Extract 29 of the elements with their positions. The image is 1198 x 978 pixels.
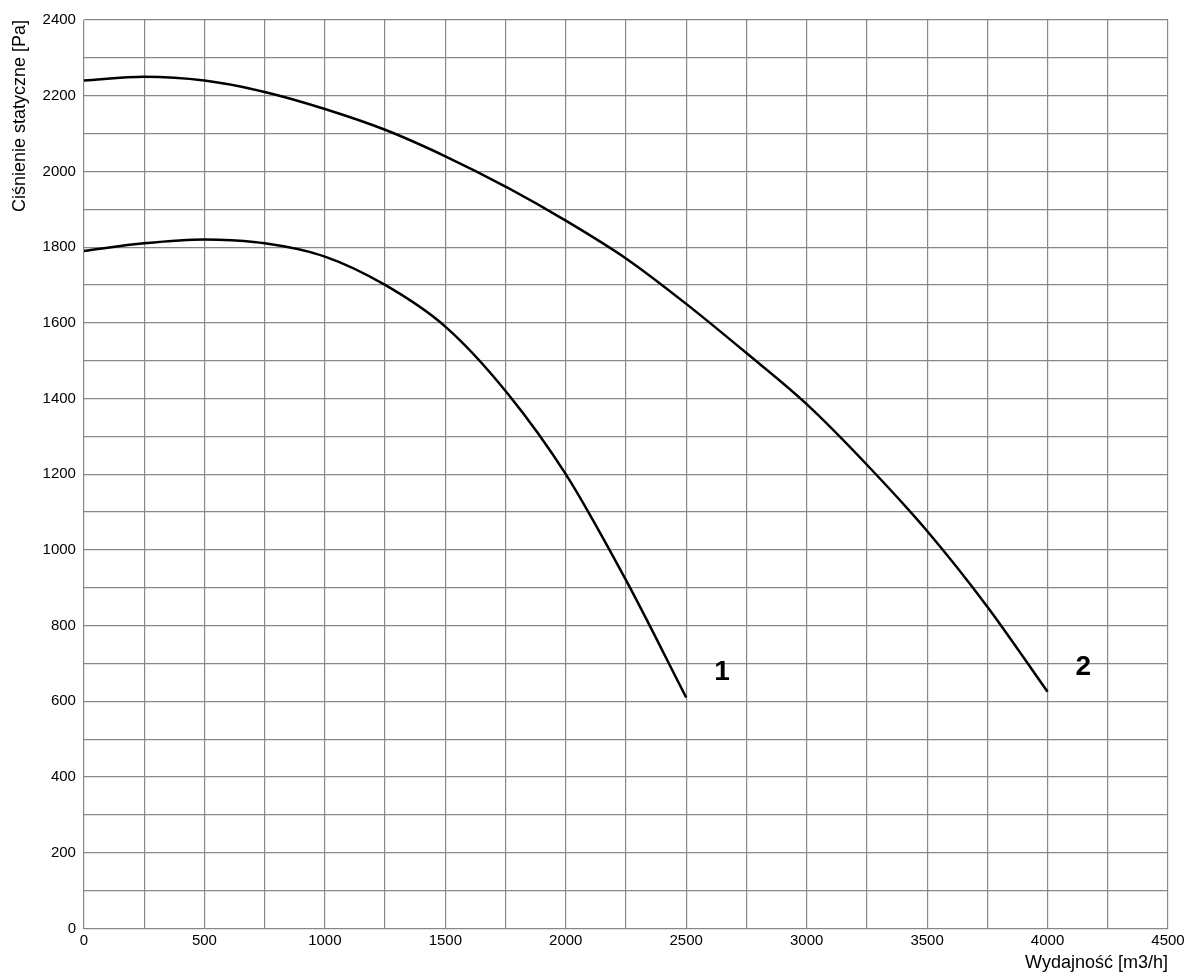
x-tick-label: 0 — [79, 930, 89, 948]
series-label: 2 — [1075, 649, 1092, 681]
y-tick-label: 800 — [50, 615, 76, 633]
y-tick-label: 200 — [50, 842, 76, 860]
y-tick-label: 1000 — [42, 540, 76, 558]
line-series — [83, 238, 688, 699]
series-label: 1 — [714, 655, 730, 687]
x-tick-label: 2000 — [549, 930, 583, 948]
y-tick-label: 1800 — [42, 237, 76, 255]
y-tick-label: 0 — [67, 918, 76, 936]
y-tick-label: 1600 — [42, 312, 76, 330]
x-tick-label: 3000 — [789, 930, 824, 948]
y-tick-label: 1200 — [42, 464, 76, 482]
x-tick-label: 2500 — [669, 930, 703, 948]
y-tick-label: 2400 — [42, 10, 76, 28]
x-tick-label: 4500 — [1151, 930, 1185, 948]
x-tick-label: 3500 — [910, 930, 944, 948]
x-tick-label: 4000 — [1030, 930, 1065, 948]
x-axis-title: Wydajność [m3/h] — [1025, 952, 1168, 973]
line-series — [83, 75, 1049, 694]
y-tick-label: 600 — [50, 691, 76, 709]
y-tick-label: 400 — [50, 767, 76, 785]
y-axis-title: Ciśnienie statyczne [Pa] — [8, 20, 29, 213]
x-tick-label: 1000 — [308, 930, 342, 948]
y-tick-label: 2000 — [42, 161, 76, 179]
x-tick-label: 1500 — [428, 930, 462, 948]
y-tick-label: 1400 — [42, 388, 76, 406]
y-tick-label: 2200 — [42, 85, 76, 103]
x-tick-label: 500 — [191, 930, 217, 948]
